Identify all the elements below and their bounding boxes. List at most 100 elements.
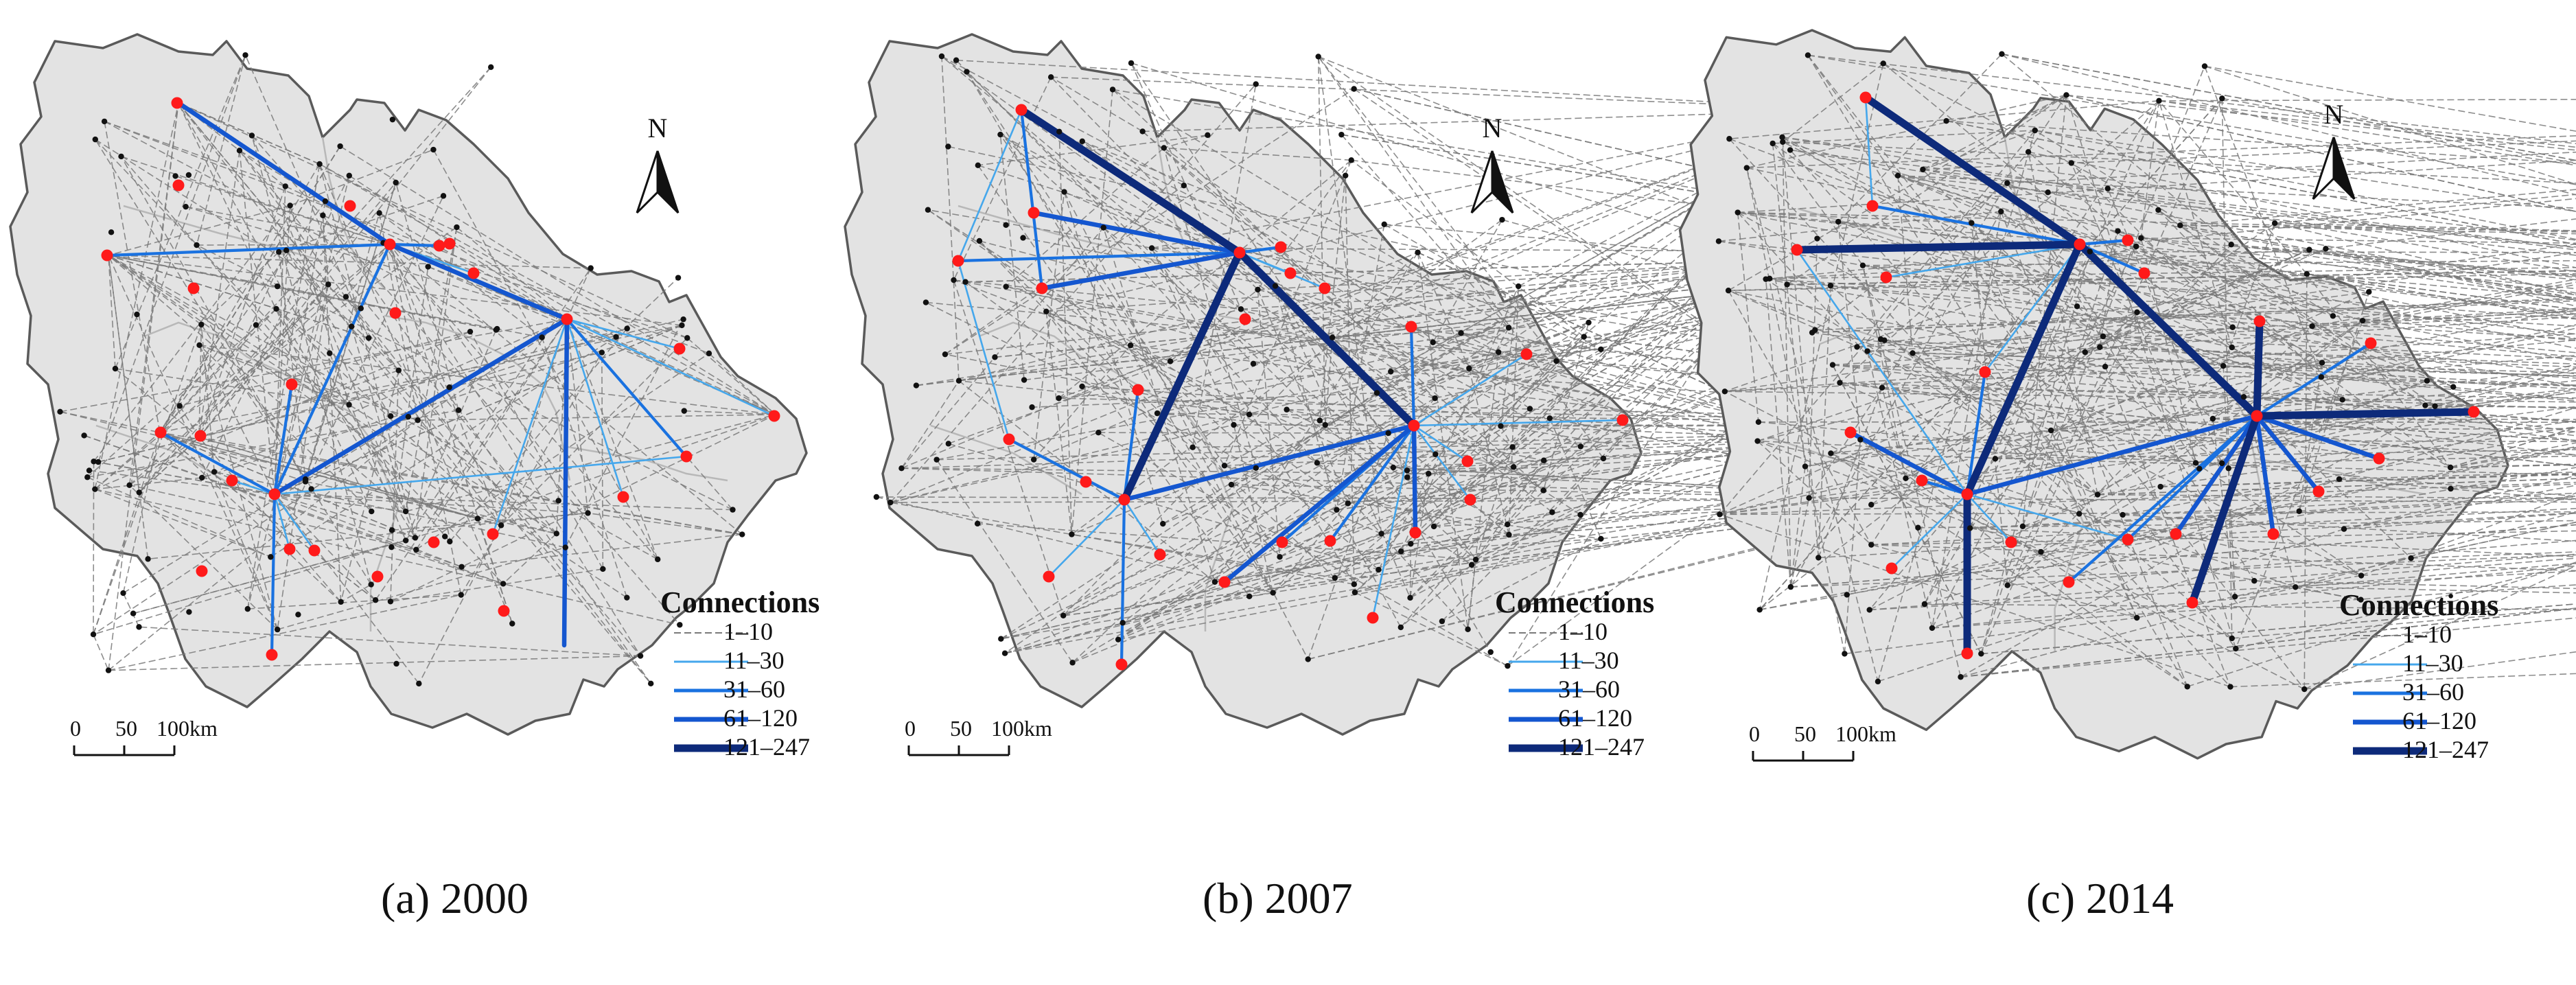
connection-1-10 [449, 351, 602, 388]
connection-1-10 [2001, 53, 2576, 196]
connection-1-10 [1004, 332, 1462, 654]
connection-1-10 [1279, 260, 1794, 558]
connection-1-10 [1098, 432, 1389, 434]
connection-121-247 [2188, 412, 2261, 607]
connection-1-10 [1112, 89, 1509, 329]
city-node [2184, 684, 2190, 690]
caption-c: (c) 2014 [2026, 874, 2174, 923]
city-node [1284, 406, 1290, 413]
connection-1-10 [2089, 251, 2576, 315]
connection-1-10 [1840, 382, 2098, 496]
key-city-node [443, 237, 456, 250]
city-node [1021, 377, 1028, 383]
city-node [1516, 283, 1522, 290]
key-city-node [1080, 476, 1092, 488]
connection-1-10 [418, 524, 502, 684]
legend-entry: 121–247 [723, 733, 810, 761]
key-city-node [1233, 246, 1246, 259]
connection-1-10 [1946, 120, 2576, 246]
connection-1-10 [2304, 565, 2576, 690]
north-label: N [648, 113, 668, 143]
connection-1-10 [108, 255, 682, 326]
connection-1-10 [95, 477, 202, 490]
north-arrow-right [2332, 137, 2356, 200]
city-node [145, 556, 151, 562]
city-node [675, 275, 682, 281]
connection-61-120 [272, 316, 570, 497]
city-node [976, 237, 983, 244]
key-city-node [1154, 548, 1166, 561]
connection-1-10 [95, 331, 471, 490]
connection-1-10 [1000, 392, 1378, 640]
city-node [494, 325, 500, 332]
north-arrow-left [636, 150, 659, 214]
connection-31-60 [388, 242, 441, 248]
city-node [945, 143, 951, 150]
key-city-nodes [101, 97, 780, 661]
connection-1-10 [1884, 339, 2106, 367]
city-node [1998, 208, 2004, 215]
legend-entry: 121–247 [1558, 733, 1645, 761]
connection-1-10 [94, 244, 391, 490]
key-city-node [2186, 596, 2198, 609]
connection-1-10 [601, 352, 604, 569]
connection-1-10 [1737, 211, 2312, 327]
connection-1-10 [2222, 97, 2576, 164]
connection-1-10 [198, 324, 202, 438]
connection-1-10 [1004, 439, 1844, 654]
connection-1-10 [159, 163, 321, 433]
city-node [974, 520, 981, 527]
connection-1-10 [2160, 474, 2576, 487]
connection-1-10 [108, 594, 461, 671]
connection-1-10 [708, 353, 776, 415]
connection-31-60 [272, 242, 392, 496]
connection-1-10 [1467, 559, 1476, 629]
connection-1-10 [159, 432, 376, 601]
connection-1-10 [1214, 511, 1553, 583]
connection-1-10 [1162, 260, 1794, 524]
connection-1-10 [469, 331, 604, 570]
city-node [655, 556, 661, 563]
connection-1-10 [178, 102, 406, 512]
connection-1-10 [1765, 248, 2310, 280]
key-city-node [1880, 271, 1892, 283]
connection-1-10 [2135, 246, 2323, 364]
key-city-nodes [1791, 91, 2480, 660]
connection-121-247 [1120, 248, 1244, 504]
connection-1-10 [1923, 140, 2576, 170]
city-node [2218, 460, 2225, 467]
connection-1-10 [1971, 222, 2137, 618]
city-node [2120, 511, 2126, 518]
city-node [1581, 334, 1587, 340]
city-node [1190, 444, 1196, 450]
connection-1-10 [108, 655, 641, 671]
connection-1-10 [196, 55, 246, 246]
city-node [898, 465, 905, 472]
city-node [2341, 526, 2347, 532]
connection-1-10 [1441, 260, 1794, 622]
city-node [343, 294, 349, 300]
city-node [1999, 51, 2005, 57]
city-node [1079, 138, 1085, 145]
connection-1-10 [1923, 130, 2036, 170]
connection-1-10 [1862, 260, 2576, 266]
city-node [2296, 508, 2302, 514]
connection-1-10 [1341, 134, 1509, 328]
key-city-node [561, 313, 573, 325]
connection-1-10 [1844, 617, 2137, 655]
city-node [1246, 593, 1253, 599]
city-node [273, 305, 279, 312]
connection-1-10 [1468, 368, 1510, 535]
connection-1-10 [1758, 421, 2576, 423]
caption-a: (a) 2000 [381, 874, 529, 923]
connection-31-60 [1409, 325, 1416, 428]
caption-b: (b) 2007 [1203, 874, 1353, 923]
connection-1-10 [104, 121, 286, 187]
city-node [1250, 360, 1257, 367]
connection-1-10 [1006, 147, 1165, 288]
connection-11-30 [957, 108, 1023, 262]
scale-bar-label: 50 [1794, 721, 1816, 746]
county-border [95, 424, 248, 496]
connection-1-10 [2098, 494, 2576, 500]
connection-1-10 [108, 255, 406, 512]
